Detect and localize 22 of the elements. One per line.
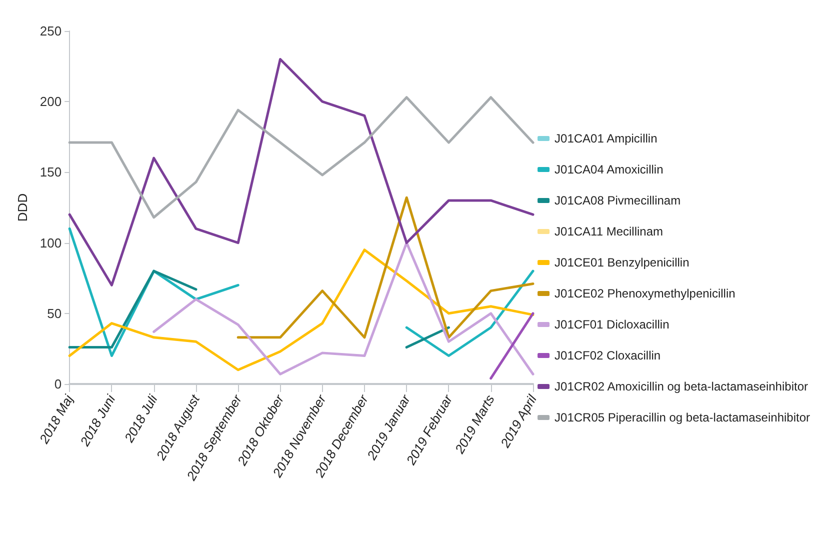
legend-label: J01CA04 Amoxicillin — [554, 162, 664, 176]
line-series — [68, 96, 534, 219]
legend-label: J01CF02 Cloxacillin — [554, 348, 661, 362]
y-tick-label: 0 — [54, 376, 62, 392]
line-series — [68, 248, 534, 372]
legend-label: J01CF01 Dicloxacillin — [554, 318, 670, 332]
y-tick-label: 150 — [40, 164, 62, 180]
line-series — [152, 242, 534, 376]
legend-label: J01CE02 Phenoxymethylpenicillin — [554, 286, 736, 300]
line-series — [68, 58, 534, 286]
y-tick-label: 100 — [40, 235, 62, 250]
legend-label: J01CA01 Ampicillin — [554, 132, 658, 146]
legend-label: J01CR02 Amoxicillin og beta-lactamaseinhibitor — [554, 380, 808, 394]
line-series — [236, 196, 534, 339]
legend-label: J01CA11 Mecillinam — [554, 224, 664, 238]
y-tick-label: 200 — [40, 94, 62, 110]
y-axis-title: DDD — [15, 193, 30, 222]
legend-label: J01CR05 Piperacillin og beta-lactamaseinhibitor — [554, 410, 810, 424]
legend-label: J01CE01 Benzylpenicillin — [554, 256, 690, 270]
legend-label: J01CA08 Pivmecillinam — [554, 194, 681, 208]
y-tick-label: 250 — [40, 24, 62, 38]
y-tick-label: 50 — [47, 306, 62, 321]
